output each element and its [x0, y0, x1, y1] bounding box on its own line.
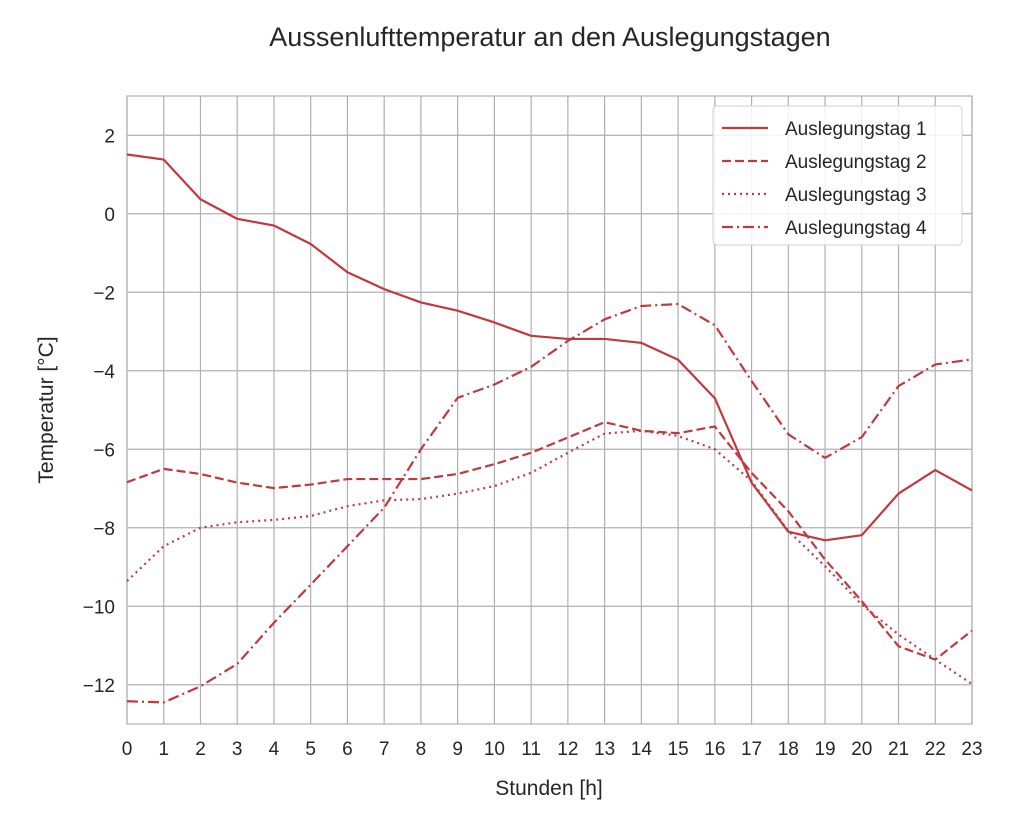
x-tick-label: 10	[484, 739, 505, 760]
y-tick-label: −8	[93, 519, 115, 540]
legend-label-3: Auslegungstag 3	[785, 185, 927, 206]
legend: Auslegungstag 1 Auslegungstag 2 Auslegungs…	[712, 105, 963, 246]
x-tick-label: 16	[704, 739, 725, 760]
plot-area-frame	[126, 95, 973, 725]
data-series	[126, 153, 973, 704]
x-axis-ticks: 0 1 2 3 4 5 6 7 8 9 10 11 12 13 14 15 16 17 18 19 20 21 22 23	[122, 739, 983, 760]
x-tick-label: 21	[888, 739, 909, 760]
series-line-4	[126, 302, 973, 704]
legend-label-1: Auslegungstag 1	[785, 119, 927, 140]
x-tick-label: 22	[925, 739, 946, 760]
x-axis-label: Stunden [h]	[495, 777, 602, 800]
y-tick-label: 0	[104, 205, 115, 226]
x-tick-label: 7	[379, 739, 390, 760]
x-tick-label: 3	[232, 739, 243, 760]
x-tick-label: 5	[305, 739, 316, 760]
chart-title: Aussenlufttemperatur an den Auslegungsta…	[269, 22, 830, 52]
x-tick-label: 4	[269, 739, 280, 760]
y-tick-label: 2	[104, 126, 115, 147]
legend-box	[712, 105, 963, 246]
legend-label-2: Auslegungstag 2	[785, 152, 927, 173]
x-tick-label: 1	[158, 739, 169, 760]
x-tick-label: 15	[668, 739, 689, 760]
x-tick-label: 18	[778, 739, 799, 760]
series-line-2	[126, 421, 973, 661]
x-tick-label: 19	[814, 739, 835, 760]
x-tick-label: 0	[122, 739, 133, 760]
y-tick-label: −2	[93, 283, 115, 304]
x-tick-label: 11	[521, 739, 541, 760]
series-line-3	[126, 429, 973, 685]
y-tick-label: −6	[93, 440, 115, 461]
x-tick-label: 2	[195, 739, 206, 760]
y-tick-label: −4	[93, 362, 115, 383]
series-line-1	[126, 153, 973, 542]
y-axis-ticks: 2 0 −2 −4 −6 −8 −10 −12	[83, 126, 116, 697]
x-tick-label: 13	[594, 739, 615, 760]
legend-label-4: Auslegungstag 4	[785, 218, 927, 239]
y-axis-label: Temperatur [°C]	[35, 336, 58, 483]
x-tick-label: 12	[557, 739, 578, 760]
x-tick-label: 17	[741, 739, 762, 760]
x-tick-label: 20	[851, 739, 872, 760]
y-tick-label: −10	[83, 597, 115, 618]
x-tick-label: 8	[416, 739, 427, 760]
x-tick-label: 23	[961, 739, 982, 760]
x-tick-label: 9	[452, 739, 463, 760]
x-tick-label: 6	[342, 739, 353, 760]
y-tick-label: −12	[83, 676, 115, 697]
grid-lines	[126, 96, 973, 724]
x-tick-label: 14	[631, 739, 653, 760]
